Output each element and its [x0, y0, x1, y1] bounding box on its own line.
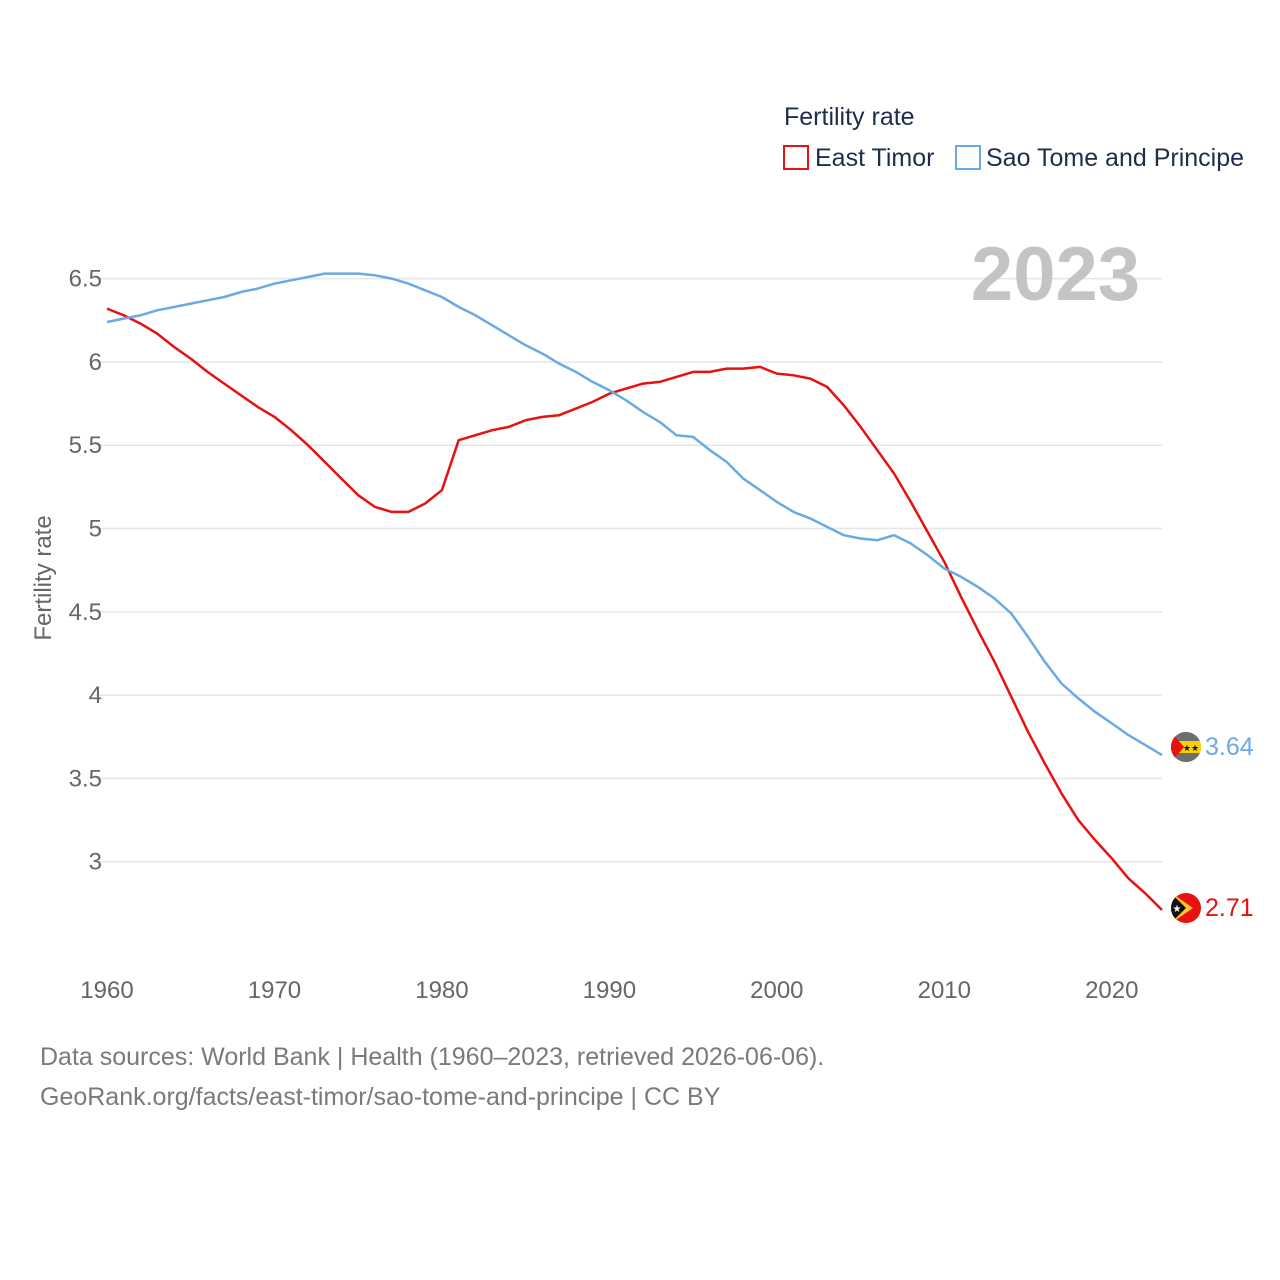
y-axis-label: Fertility rate: [30, 515, 57, 640]
svg-text:★: ★: [1173, 904, 1182, 915]
series-line-east-timor[interactable]: [106, 307, 1163, 911]
legend-item-sao-tome[interactable]: Sao Tome and Principe: [955, 144, 1244, 172]
x-tick-label: 1960: [80, 977, 133, 1004]
sao-tome-flag-icon: ★★: [1171, 732, 1201, 762]
y-tick-label: 5: [89, 516, 102, 543]
y-tick-label: 3: [89, 849, 102, 876]
y-tick-label: 3.5: [69, 765, 102, 792]
x-tick-label: 1990: [583, 977, 636, 1004]
x-tick-label: 2020: [1085, 977, 1138, 1004]
y-axis-ticks: 3 3.5 4 4.5 5 5.5 6 6.5: [69, 266, 102, 876]
legend-swatch-sao-tome: [955, 145, 981, 170]
end-label-sao-tome: 3.64: [1205, 733, 1254, 761]
east-timor-flag-icon: ★: [1171, 893, 1201, 923]
x-tick-label: 1980: [415, 977, 468, 1004]
y-tick-label: 5.5: [69, 432, 102, 459]
series-lines: [106, 272, 1163, 911]
footer-attribution[interactable]: GeoRank.org/facts/east-timor/sao-tome-an…: [40, 1083, 721, 1111]
y-tick-label: 6.5: [69, 266, 102, 293]
legend-label-east-timor: East Timor: [815, 144, 934, 172]
legend-item-east-timor[interactable]: East Timor: [783, 144, 934, 172]
x-tick-label: 2000: [750, 977, 803, 1004]
year-label: 2023: [971, 232, 1140, 317]
x-tick-label: 2010: [918, 977, 971, 1004]
legend-title: Fertility rate: [784, 103, 915, 131]
end-label-east-timor: 2.71: [1205, 894, 1254, 922]
y-tick-label: 4: [89, 682, 102, 709]
legend: Fertility rate East Timor Sao Tome and P…: [783, 103, 1244, 172]
footer-sources: Data sources: World Bank | Health (1960–…: [40, 1043, 825, 1071]
legend-label-sao-tome: Sao Tome and Principe: [986, 144, 1244, 172]
y-tick-label: 6: [89, 349, 102, 376]
legend-swatch-east-timor: [783, 145, 809, 170]
x-tick-label: 1970: [248, 977, 301, 1004]
gridlines: [95, 277, 1162, 863]
y-tick-label: 4.5: [69, 599, 102, 626]
series-line-sao-tome[interactable]: [106, 272, 1163, 757]
x-axis-ticks: 1960 1970 1980 1990 2000 2010 2020: [80, 977, 1138, 1004]
svg-text:★★: ★★: [1183, 744, 1199, 754]
